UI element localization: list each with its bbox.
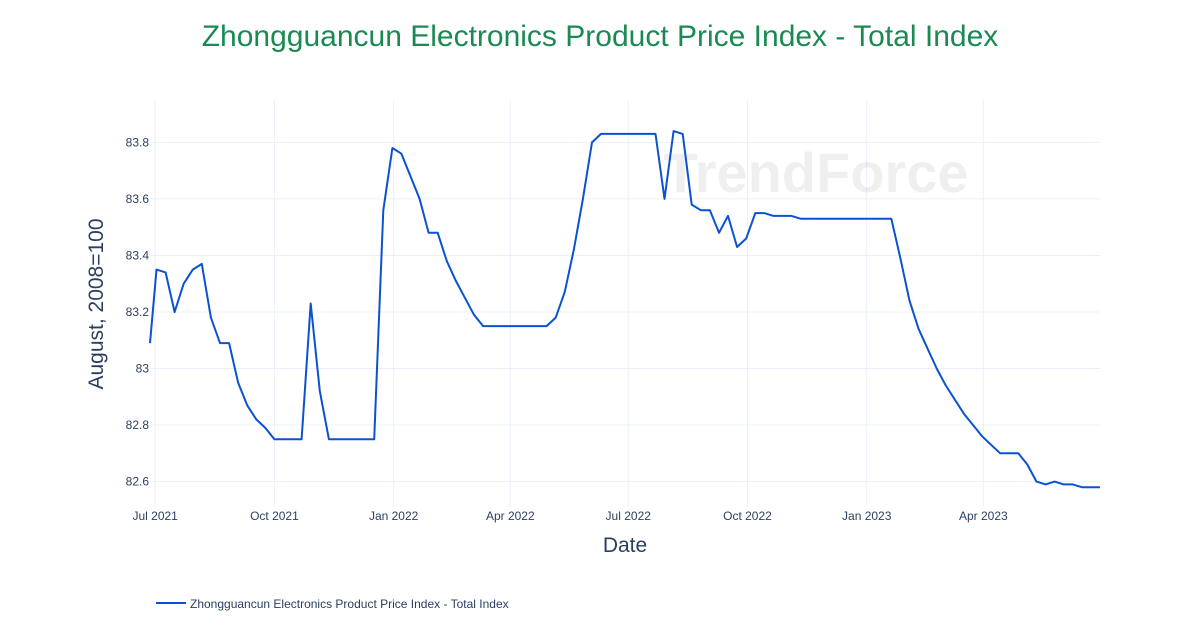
watermark-trendforce: TrendForce [664,141,969,204]
chart-title: Zhongguancun Electronics Product Price I… [201,20,999,53]
y-tick-label: 83 [136,362,150,376]
x-tick-label: Jan 2023 [842,509,892,523]
y-tick-label: 83.4 [126,248,150,262]
y-tick-label: 83.8 [126,135,150,149]
x-tick-label: Jul 2021 [132,509,178,523]
y-tick-label: 82.6 [126,475,150,489]
y-axis-title: August, 2008=100 [85,218,108,389]
y-tick-label: 83.6 [126,192,150,206]
x-tick-label: Jan 2022 [369,509,419,523]
series-line[interactable] [149,130,1100,489]
x-axis-ticks: Jul 2021 Oct 2021 Jan 2022 Apr 2022 Jul 2022… [132,509,1008,523]
x-tick-label: Oct 2022 [723,509,772,523]
y-tick-label: 82.8 [126,418,150,432]
x-tick-label: Oct 2021 [250,509,299,523]
grid [150,100,1100,507]
x-tick-label: Jul 2022 [606,509,652,523]
y-axis-ticks: 82.6 82.8 83 83.2 83.4 83.6 83.8 [126,135,150,488]
y-tick-label: 83.2 [126,305,150,319]
x-tick-label: Apr 2022 [486,509,535,523]
x-axis-title: Date [603,534,647,557]
x-tick-label: Apr 2023 [959,509,1008,523]
legend-label: Zhongguancun Electronics Product Price I… [190,597,509,611]
legend[interactable]: Zhongguancun Electronics Product Price I… [156,597,509,611]
